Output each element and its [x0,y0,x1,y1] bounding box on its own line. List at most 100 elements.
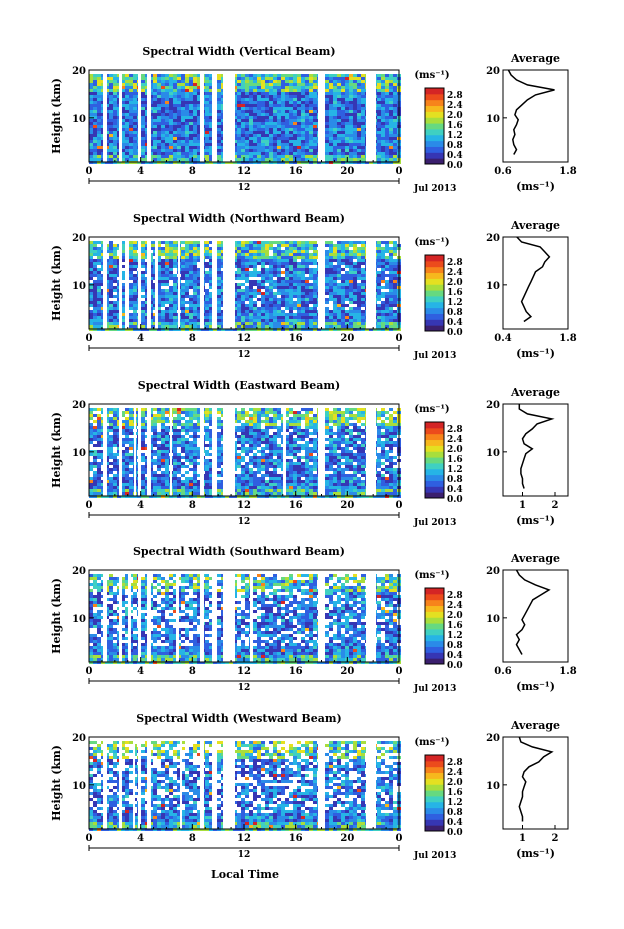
heatmap-cell [173,116,177,119]
heatmap-cell [209,280,213,283]
heatmap-cell [97,86,101,89]
heatmap-cell [333,134,337,137]
heatmap-cell [377,74,381,77]
heatmap-cell [325,116,329,119]
heatmap-cell [237,316,241,319]
heatmap-cell [169,92,173,95]
heatmap-cell [345,253,349,256]
heatmap-cell [97,152,101,155]
heatmap-cell [361,295,365,298]
heatmap-cell [385,286,389,289]
heatmap-cell [109,462,113,465]
heatmap-cell [253,268,257,271]
heatmap-cell [205,122,209,125]
heatmap-cell [341,247,345,250]
heatmap-cell [357,316,361,319]
heatmap-cell [249,89,253,92]
heatmap-cell [289,137,293,140]
heatmap-cell [281,113,285,116]
heatmap-cell [349,122,353,125]
heatmap-cell [357,113,361,116]
heatmap-cell [381,307,385,310]
heatmap-cell [245,89,249,92]
heatmap-cell [189,77,193,80]
heatmap-cell [277,325,281,328]
heatmap-cell [329,277,333,280]
heatmap-cell [97,95,101,98]
heatmap-cell [189,307,193,310]
heatmap-cell [301,325,305,328]
heatmap-cell [133,301,137,304]
heatmap-cell [349,298,353,301]
heatmap-cell [93,110,97,113]
heatmap-cell [161,301,165,304]
heatmap-cell [129,149,133,152]
heatmap-cell [93,122,97,125]
heatmap-cell [185,86,189,89]
heatmap-cell [265,259,269,262]
heatmap-cell [309,241,313,244]
heatmap-cell [289,325,293,328]
heatmap-cell [161,80,165,83]
heatmap-cell [361,92,365,95]
heatmap-cell [185,310,189,313]
heatmap-cell [341,316,345,319]
heatmap-cell [261,86,265,89]
heatmap-cell [181,277,185,280]
heatmap-cell [293,146,297,149]
heatmap-cell [173,295,177,298]
heatmap-cell [293,92,297,95]
heatmap-cell [257,283,261,286]
heatmap-cell [357,292,361,295]
heatmap-cell [121,313,125,316]
heatmap-cell [97,408,101,411]
heatmap-cell [185,253,189,256]
heatmap-cell [297,116,301,119]
heatmap-cell [93,268,97,271]
heatmap-cell [297,95,301,98]
heatmap-cell [133,274,137,277]
heatmap-cell [277,241,281,244]
heatmap-cell [305,143,309,146]
heatmap-cell [337,146,341,149]
heatmap-cell [93,265,97,268]
heatmap-cell [301,271,305,274]
heatmap-cell [313,247,317,250]
heatmap-cell [93,462,97,465]
heatmap-cell [185,149,189,152]
heatmap-cell [177,131,181,134]
heatmap-cell [393,325,397,328]
heatmap-cell [353,289,357,292]
heatmap-cell [389,277,393,280]
heatmap-cell [209,247,213,250]
heatmap-cell [161,283,165,286]
heatmap-cell [381,256,385,259]
heatmap-cell [237,313,241,316]
heatmap-cell [289,98,293,101]
heatmap-cell [345,283,349,286]
heatmap-cell [337,310,341,313]
heatmap-cell [181,74,185,77]
heatmap-cell [337,271,341,274]
heatmap-cell [341,77,345,80]
heatmap-cell [141,95,145,98]
heatmap-cell [393,80,397,83]
heatmap-cell [109,444,113,447]
heatmap-cell [353,274,357,277]
heatmap-cell [393,116,397,119]
heatmap-cell [293,128,297,131]
heatmap-cell [389,298,393,301]
heatmap-cell [249,77,253,80]
heatmap-cell [237,244,241,247]
heatmap-cell [121,241,125,244]
colorbar-label: 0.0 [447,161,463,171]
heatmap-cell [109,319,113,322]
heatmap-cell [337,95,341,98]
heatmap-cell [329,134,333,137]
heatmap-cell [245,101,249,104]
heatmap-cell [357,143,361,146]
heatmap-cell [297,280,301,283]
heatmap-cell [205,98,209,101]
heatmap-cell [113,134,117,137]
heatmap-cell [141,271,145,274]
